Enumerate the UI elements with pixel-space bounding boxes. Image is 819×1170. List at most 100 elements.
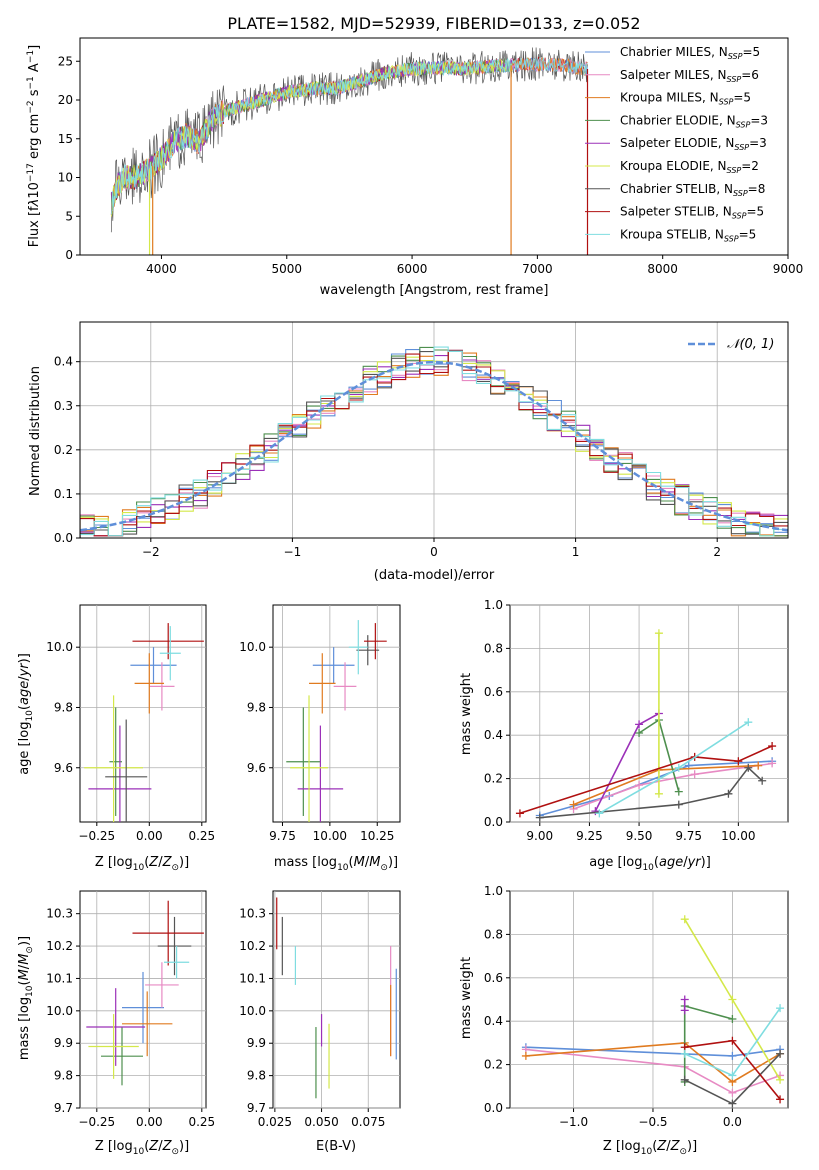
Z-weight-point: [728, 1036, 737, 1045]
age-weight-ytick-label: 0.0: [484, 815, 503, 829]
age-weight-xtick-label: 9.50: [626, 829, 653, 843]
residuals-ytick-label: 0.3: [54, 399, 73, 413]
Z-mass-ytick-label: 10.1: [46, 971, 73, 985]
Z-weight-point: [728, 1051, 737, 1060]
age-weight-ytick-label: 0.4: [484, 728, 503, 742]
spectrum-ytick-label: 10: [58, 171, 73, 185]
Z-weight-ylabel: mass weight: [459, 957, 474, 1039]
age-weight-xtick-label: 10.00: [721, 829, 755, 843]
spectrum-ytick-label: 20: [58, 93, 73, 107]
mass-age-ytick-label: 10.0: [239, 640, 266, 654]
Z-weight-point: [680, 915, 689, 924]
age-weight-point: [654, 789, 663, 798]
spectrum-xtick-label: 9000: [773, 262, 804, 276]
Z-mass-xtick-label: 0.00: [136, 1115, 163, 1129]
ebv-mass-ytick-label: 9.8: [247, 1069, 266, 1083]
legend-label: Chabrier MILES, NSSP=5: [620, 45, 760, 61]
Z-weight-point: [776, 1075, 785, 1084]
Z-age-ylabel: age [log10(age/yr)]: [17, 653, 35, 775]
Z-weight-ytick-label: 1.0: [484, 884, 503, 898]
Z-age-panel: −0.25 0.00 0.25 9.6 9.8 10.0: [46, 604, 215, 843]
Z-age-xtick-label: −0.25: [78, 829, 115, 843]
Z-weight-xtick-label: 0.0: [723, 1115, 742, 1129]
mass-age-xlabel: mass [log10(M/M⊙)]: [274, 855, 398, 873]
age-weight-point: [569, 800, 578, 809]
age-weight-ylabel: mass weight: [459, 673, 474, 755]
clip-Z-age-group: [84, 623, 204, 822]
legend-label: Salpeter MILES, NSSP=6: [620, 68, 759, 84]
spectrum-xlabel: wavelength [Angstrom, rest frame]: [320, 283, 549, 298]
spectrum-ytick-label: 25: [58, 54, 73, 68]
age-weight-point: [724, 789, 733, 798]
ebv-mass-ytick-label: 10.0: [239, 1004, 266, 1018]
Z-weight-line: [525, 1042, 781, 1083]
legend-label: Kroupa STELIB, NSSP=5: [620, 227, 756, 243]
Z-mass-ytick-label: 9.8: [54, 1069, 73, 1083]
residuals-xtick-label: −2: [142, 545, 160, 559]
mass-age-panel: 9.75 10.00 10.25 9.6 9.8 10.0: [239, 604, 401, 843]
Z-weight-ytick-label: 0.2: [484, 1058, 503, 1072]
age-weight-point: [595, 809, 604, 818]
age-weight-point: [690, 770, 699, 779]
age-weight-ytick-label: 1.0: [484, 598, 503, 612]
ebv-mass-ytick-label: 10.2: [239, 939, 266, 953]
mass-age-ytick-label: 9.6: [247, 761, 266, 775]
age-weight-point: [758, 776, 767, 785]
mass-age-ytick-label: 9.8: [247, 700, 266, 714]
spectrum-line: [110, 59, 513, 205]
spectrum-ytick-label: 15: [58, 132, 73, 146]
Z-age-ytick-label: 9.8: [54, 700, 73, 714]
residuals-ytick-label: 0.1: [54, 487, 73, 501]
Z-age-ytick-label: 10.0: [46, 640, 73, 654]
Z-weight-point: [521, 1051, 530, 1060]
clip-mass-age-group: [286, 620, 387, 822]
spectrum-xtick-label: 4000: [146, 262, 177, 276]
age-weight-point: [635, 720, 644, 729]
spectrum-xtick-label: 5000: [271, 262, 302, 276]
Z-weight-point: [776, 1095, 785, 1104]
age-weight-point: [635, 781, 644, 790]
Z-mass-ylabel: mass [log10(M/M⊙)]: [17, 936, 35, 1060]
age-weight-point: [768, 759, 777, 768]
residuals-ytick-label: 0.2: [54, 443, 73, 457]
residuals-panel: −2 −1 0 1 2 0.0 0.1 0.2 0.3 0.4: [54, 321, 789, 559]
Z-age-xlabel: Z [log10(Z/Z⊙)]: [95, 855, 189, 873]
mass-age-xtick-label: 9.75: [269, 829, 296, 843]
age-weight-ytick-label: 0.8: [484, 641, 503, 655]
age-weight-xtick-label: 9.75: [675, 829, 702, 843]
age-weight-point: [635, 729, 644, 738]
Z-weight-point: [728, 1071, 737, 1080]
age-weight-ytick-label: 0.6: [484, 685, 503, 699]
Z-weight-point: [728, 1015, 737, 1024]
legend-label: Salpeter ELODIE, NSSP=3: [620, 136, 767, 152]
Z-weight-ytick-label: 0.4: [484, 1014, 503, 1028]
Z-weight-point: [776, 1049, 785, 1058]
age-weight-xtick-label: 9.00: [526, 829, 553, 843]
age-weight-point: [754, 761, 763, 770]
residuals-histogram: [80, 346, 788, 538]
age-weight-line: [539, 760, 773, 817]
spectrum-title: PLATE=1582, MJD=52939, FIBERID=0133, z=0…: [227, 14, 640, 33]
Z-weight-point: [680, 1006, 689, 1015]
Z-weight-point: [728, 995, 737, 1004]
residuals-xtick-label: −1: [284, 545, 302, 559]
age-weight-point: [674, 800, 683, 809]
Z-mass-ytick-label: 10.3: [46, 907, 73, 921]
age-weight-point: [535, 813, 544, 822]
spectrum-xtick-label: 7000: [522, 262, 553, 276]
residuals-legend-label: 𝒩(0, 1): [727, 337, 774, 352]
legend-label: Kroupa ELODIE, NSSP=2: [620, 159, 759, 175]
spectrum-frame: [79, 37, 789, 256]
Z-weight-point: [680, 995, 689, 1004]
residuals-ytick-label: 0.0: [54, 531, 73, 545]
residuals-xtick-label: 0: [430, 545, 438, 559]
residuals-ylabel: Normed distribution: [28, 366, 43, 496]
spectrum-ytick-label: 0: [65, 248, 73, 262]
Z-age-xtick-label: 0.00: [136, 829, 163, 843]
clip-res-group: [80, 322, 788, 538]
Z-mass-ytick-label: 9.9: [54, 1036, 73, 1050]
spectrum-line: [110, 57, 588, 215]
age-weight-xlabel: age [log10(age/yr)]: [589, 855, 711, 873]
Z-age-ytick-label: 9.6: [54, 761, 73, 775]
ebv-mass-xlabel: E(B-V): [316, 1139, 356, 1154]
